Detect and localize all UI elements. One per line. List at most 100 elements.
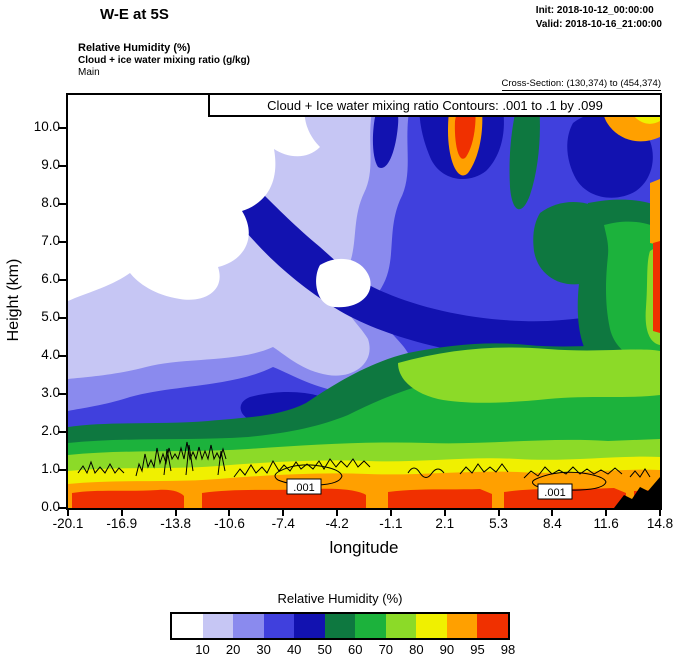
colorbar-cell	[477, 614, 509, 638]
x-tick-label: -1.1	[379, 516, 403, 531]
y-tick-mark	[58, 431, 66, 433]
y-tick-label: 3.0	[41, 385, 60, 400]
y-tick-label: 9.0	[41, 157, 60, 172]
colorbar-tick-label: 98	[500, 642, 516, 657]
x-tick-label: 2.1	[435, 516, 455, 531]
cloud-contour-label-text: .001	[293, 482, 314, 494]
colorbar-cell	[324, 614, 356, 638]
rh-region-red-surface-segments	[72, 488, 654, 508]
x-tick-label: 11.6	[593, 516, 619, 531]
x-tick-mark	[497, 510, 500, 516]
colorbar-tick-label: 90	[439, 642, 455, 657]
x-tick-mark	[551, 510, 554, 516]
cloud-contour-segment	[163, 444, 226, 476]
colorbar-tick-label: 40	[286, 642, 302, 657]
plot-frame: .001 .001 Cloud + Ice water mixing ratio…	[66, 93, 662, 510]
colorbar-title: Relative Humidity (%)	[277, 591, 403, 606]
x-tick-mark	[120, 510, 123, 516]
y-tick-label: 4.0	[41, 347, 60, 362]
x-tick-mark	[228, 510, 231, 516]
y-tick-label: 5.0	[41, 309, 60, 324]
x-tick-label: -10.6	[214, 516, 245, 531]
x-tick-mark	[389, 510, 392, 516]
y-tick-label: 1.0	[41, 461, 60, 476]
colorbar-tick-label: 20	[225, 642, 241, 657]
y-tick-mark	[58, 317, 66, 319]
y-tick-label: 8.0	[41, 195, 60, 210]
rh-region-darkgreen-top-streak	[509, 95, 540, 210]
init-time: Init: 2018-10-12_00:00:00	[535, 5, 654, 16]
contour-title: Cloud + Ice water mixing ratio Contours:…	[267, 97, 603, 113]
y-tick-mark	[58, 165, 66, 167]
cloud-contour-segment	[135, 441, 227, 477]
y-tick-label: 0.0	[41, 499, 60, 514]
y-tick-label: 6.0	[41, 271, 60, 286]
colorbar-cell	[416, 614, 447, 638]
field-labels: Relative Humidity (%) Cloud + ice water …	[78, 42, 250, 79]
x-tick-mark	[443, 510, 446, 516]
cloud-contour-loop	[532, 471, 607, 491]
rh-region-dry-white-finger	[316, 258, 371, 308]
x-tick-label: 5.3	[489, 516, 508, 531]
y-tick-label: 7.0	[41, 233, 60, 248]
x-tick-label: -16.9	[106, 516, 138, 531]
y-tick-mark	[58, 393, 66, 395]
colorbar	[170, 612, 510, 640]
cross-section-label: Cross-Section: (130,374) to (454,374)	[501, 78, 661, 91]
colorbar-cell	[294, 614, 325, 638]
cloud-contour-segment	[523, 466, 623, 479]
colorbar-tick-label: 30	[256, 642, 271, 657]
colorbar-cell	[446, 614, 478, 638]
cloud-contour-label-box	[537, 483, 573, 500]
colorbar-cell	[263, 614, 295, 638]
cloud-contour-segment	[629, 468, 651, 478]
y-tick-mark	[58, 127, 66, 129]
run-times: Init: 2018-10-12_00:00:00 Valid: 2018-10…	[536, 4, 662, 32]
cloud-contour-lines	[77, 441, 651, 491]
y-tick-mark	[58, 355, 66, 357]
x-tick-label: -20.1	[52, 516, 84, 531]
x-tick-mark	[282, 510, 285, 516]
x-tick-label: -4.2	[325, 516, 349, 531]
colorbar-tick-label: 10	[195, 642, 210, 657]
y-tick-label: 2.0	[41, 423, 60, 438]
longitude-axis-label: longitude	[329, 538, 399, 557]
rh-region-red-right-edge	[653, 241, 660, 333]
y-tick-mark	[58, 469, 66, 471]
colorbar-cell	[355, 614, 386, 638]
x-tick-label: -7.4	[271, 516, 295, 531]
contour-title-box: Cloud + Ice water mixing ratio Contours:…	[208, 93, 662, 117]
y-tick-mark	[58, 241, 66, 243]
colorbar-tick-label: 80	[409, 642, 424, 657]
main-title: W-E at 5S	[100, 6, 169, 23]
x-tick-label: -13.8	[160, 516, 192, 531]
y-tick-mark	[58, 507, 66, 509]
x-tick-mark	[336, 510, 339, 516]
cloud-contour-segment	[459, 463, 509, 475]
terrain-profile	[614, 477, 660, 508]
colorbar-cell	[172, 614, 203, 638]
cloud-contour-labels: .001 .001	[286, 478, 573, 500]
x-tick-mark	[659, 510, 661, 516]
colorbar-tick-label: 60	[348, 642, 363, 657]
cloud-contour-label-text: .001	[544, 487, 565, 499]
rh-filled-regions	[68, 95, 660, 508]
x-tick-mark	[605, 510, 608, 516]
x-tick-label: 8.4	[542, 516, 562, 531]
rh-region-lightgreen-midright	[398, 347, 660, 403]
rh-contour-field: .001 .001	[68, 95, 660, 508]
rh-region-green-right-column	[604, 221, 660, 365]
x-tick-mark	[174, 510, 177, 516]
colorbar-tick-label: 50	[317, 642, 332, 657]
colorbar-tick-label: 70	[378, 642, 394, 657]
y-tick-mark	[58, 203, 66, 205]
terrain	[614, 477, 660, 508]
x-tick-label: 14.8	[646, 516, 674, 531]
cloud-contour-loop	[274, 464, 343, 486]
valid-time: Valid: 2018-10-16_21:00:00	[535, 19, 662, 30]
colorbar-cell	[233, 614, 264, 638]
cloud-contour-segment	[233, 458, 371, 478]
rh-region-darkgreen-midright-blob	[533, 201, 620, 285]
colorbar-tick-label: 95	[470, 642, 485, 657]
